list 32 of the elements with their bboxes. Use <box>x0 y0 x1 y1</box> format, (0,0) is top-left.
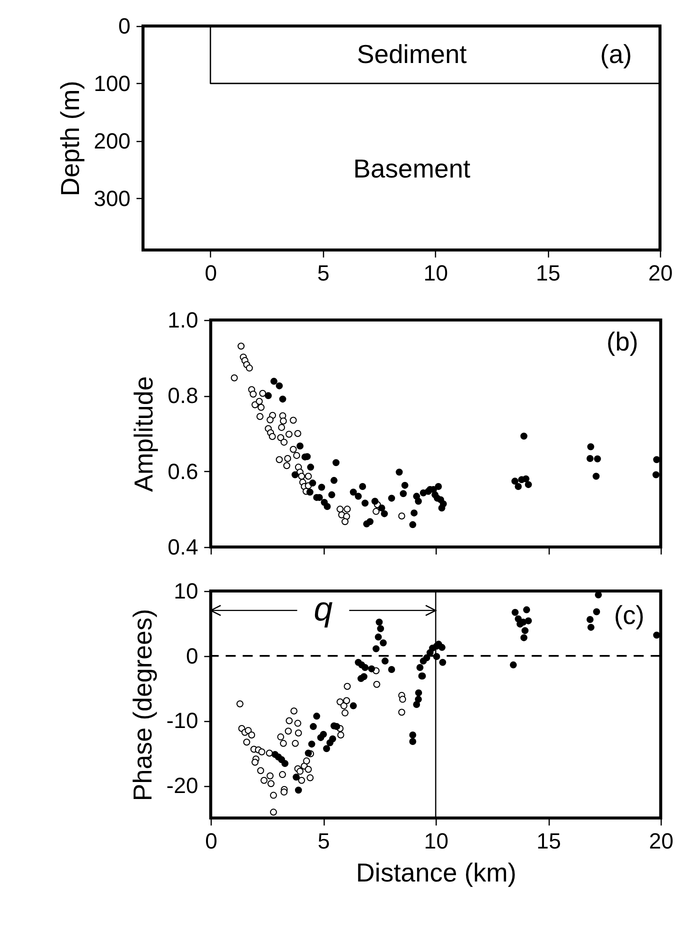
annotation: Sediment <box>356 39 468 70</box>
y-axis-title: Depth (m) <box>54 80 85 196</box>
x-tick-label: 5 <box>318 828 330 854</box>
annotation: (c) <box>614 600 644 630</box>
annotation: (a) <box>600 39 632 70</box>
y-tick-label: 200 <box>94 128 130 154</box>
x-tick-label: 20 <box>648 260 673 286</box>
y-tick-label: -20 <box>166 773 198 798</box>
x-tick-label: 0 <box>204 260 218 286</box>
x-tick-label: 15 <box>536 260 560 286</box>
y-tick-label: 0.6 <box>168 458 198 484</box>
y-tick-label: -10 <box>166 708 198 734</box>
y-tick-label: 1.0 <box>168 308 198 332</box>
x-axis-title: Distance (km) <box>356 858 516 888</box>
y-tick-label: 0.4 <box>168 534 198 560</box>
y-tick-label: 0.8 <box>168 383 198 408</box>
x-tick-label: 10 <box>423 260 448 286</box>
y-tick-label: 300 <box>94 186 130 211</box>
y-tick-label: 10 <box>174 578 198 604</box>
x-tick-label: 10 <box>424 828 448 854</box>
annotation: (b) <box>606 326 638 357</box>
annotation: q <box>314 590 333 628</box>
y-tick-label: 100 <box>94 70 130 96</box>
y-tick-label: 0 <box>118 14 130 38</box>
x-tick-label: 20 <box>648 828 674 854</box>
y-axis-title: Phase (degrees) <box>127 608 158 802</box>
y-tick-label: 0 <box>186 643 198 668</box>
x-tick-label: 15 <box>536 828 561 854</box>
annotation: Basement <box>353 153 472 184</box>
x-tick-label: 5 <box>317 260 330 286</box>
y-axis-title: Amplitude <box>128 376 159 492</box>
x-tick-label: 0 <box>205 828 218 854</box>
